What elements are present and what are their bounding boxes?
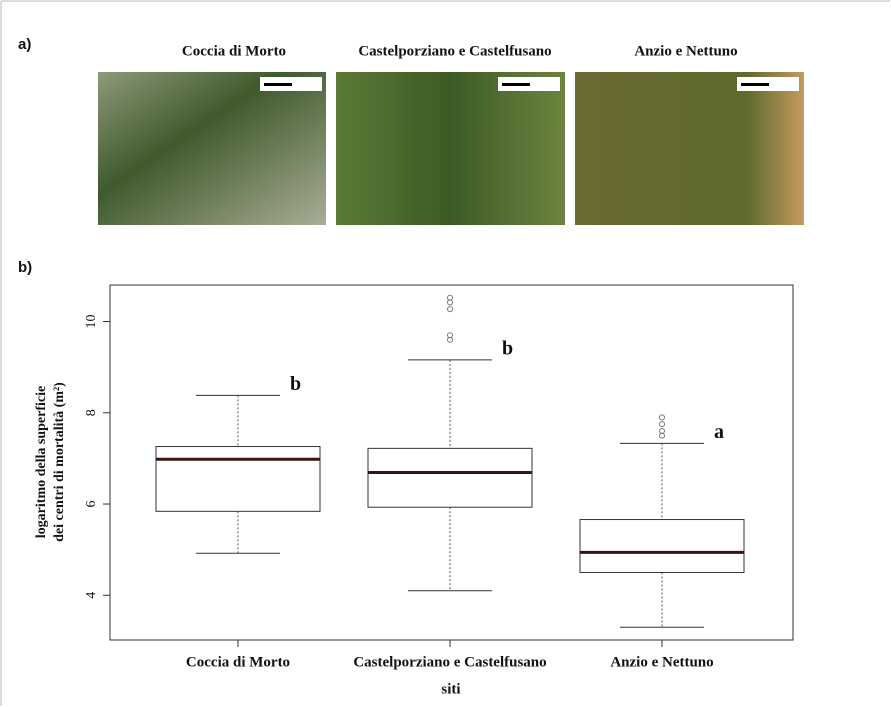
aerial-image: [98, 72, 326, 225]
y-axis-label: dei centri di mortalità (m²): [52, 382, 67, 542]
x-tick-label: Castelporziano e Castelfusano: [353, 654, 546, 670]
chart: a) Coccia di Morto Castelporziano e Cast…: [0, 0, 891, 707]
panel-label: b): [18, 259, 32, 276]
image-caption: Coccia di Morto: [182, 43, 286, 59]
y-tick-label: 4: [84, 592, 99, 599]
aerial-image: [575, 72, 804, 225]
scale-bar: [502, 83, 530, 86]
outlier: [448, 307, 453, 312]
y-tick-label: 10: [84, 315, 99, 329]
y-axis-label: logaritmo della superficie: [34, 386, 49, 538]
box: [580, 520, 744, 573]
outlier: [660, 415, 665, 420]
significance-letter: a: [714, 421, 724, 443]
x-tick-label: Anzio e Nettuno: [610, 654, 713, 670]
aerial-image: [336, 72, 565, 225]
y-tick-label: 6: [84, 501, 99, 508]
box: [368, 448, 532, 507]
box: [156, 447, 320, 512]
x-tick-label: Coccia di Morto: [186, 654, 290, 670]
figure: a) Coccia di Morto Castelporziano e Cast…: [0, 0, 891, 707]
scale-bar: [741, 83, 769, 86]
image-caption: Castelporziano e Castelfusano: [358, 43, 551, 59]
significance-letter: b: [290, 373, 301, 395]
scale-bar: [264, 83, 292, 86]
y-tick-label: 8: [84, 409, 99, 416]
image-caption: Anzio e Nettuno: [634, 43, 737, 59]
x-axis-label: siti: [441, 681, 460, 697]
significance-letter: b: [502, 337, 513, 359]
outlier: [660, 422, 665, 427]
panel-label: a): [18, 36, 31, 53]
